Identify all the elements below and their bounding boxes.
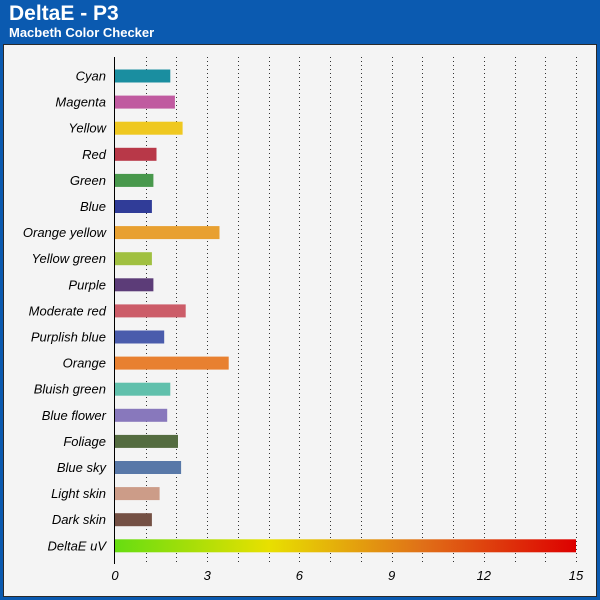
bar-light-skin: [115, 487, 160, 501]
bar-yellow-green: [115, 252, 152, 266]
category-label: Orange yellow: [23, 225, 108, 240]
bar-cyan: [115, 69, 171, 83]
x-tick-label: 9: [388, 568, 395, 583]
category-label: Blue: [80, 199, 106, 214]
bar-green: [115, 173, 154, 187]
bar-magenta: [115, 95, 175, 109]
bar-chart: Cyan Magenta Yellow Red Green Blue Orange yell…: [23, 57, 584, 583]
grid-lines: [114, 57, 577, 564]
bar-foliage: [115, 434, 178, 448]
x-tick-labels: 0 3 6 9 12 15: [111, 568, 584, 583]
category-label: Yellow: [68, 121, 107, 136]
category-label: Green: [70, 173, 106, 188]
category-label: DeltaE uV: [47, 538, 107, 553]
category-label: Purple: [68, 277, 106, 292]
category-label: Yellow green: [32, 251, 106, 266]
bar-deltae-uv: [115, 539, 576, 553]
category-label: Light skin: [51, 486, 106, 501]
bar-blue: [115, 200, 152, 213]
category-label: Purplish blue: [31, 330, 106, 345]
bar-blue-sky: [115, 461, 182, 474]
x-tick-label: 0: [111, 568, 119, 583]
chart-subtitle: Macbeth Color Checker: [9, 25, 155, 40]
category-label: Blue flower: [42, 408, 107, 423]
bar-purplish-blue: [115, 330, 165, 344]
category-label: Bluish green: [34, 382, 106, 397]
category-label: Dark skin: [52, 512, 106, 527]
bar-yellow: [115, 121, 183, 135]
x-tick-label: 6: [296, 568, 304, 583]
bars: [115, 69, 576, 553]
x-tick-label: 15: [569, 568, 584, 583]
bar-blue-flower: [115, 408, 168, 422]
bar-orange-yellow: [115, 226, 220, 240]
x-tick-label: 3: [204, 568, 212, 583]
category-labels: Cyan Magenta Yellow Red Green Blue Orange yell…: [23, 69, 108, 554]
category-label: Magenta: [55, 95, 106, 110]
bar-moderate-red: [115, 304, 186, 318]
bar-red: [115, 147, 157, 161]
bar-dark-skin: [115, 513, 152, 527]
x-tick-label: 12: [477, 568, 492, 583]
plot-panel: Cyan Magenta Yellow Red Green Blue Orange yell…: [3, 44, 597, 597]
bar-purple: [115, 278, 154, 292]
category-label: Blue sky: [57, 460, 108, 475]
bar-orange: [115, 356, 229, 370]
chart-title: DeltaE - P3: [9, 2, 119, 25]
category-label: Moderate red: [29, 303, 107, 318]
category-label: Orange: [63, 356, 106, 371]
bar-bluish-green: [115, 382, 171, 396]
category-label: Cyan: [76, 69, 106, 84]
category-label: Red: [82, 147, 107, 162]
category-label: Foliage: [63, 434, 106, 449]
